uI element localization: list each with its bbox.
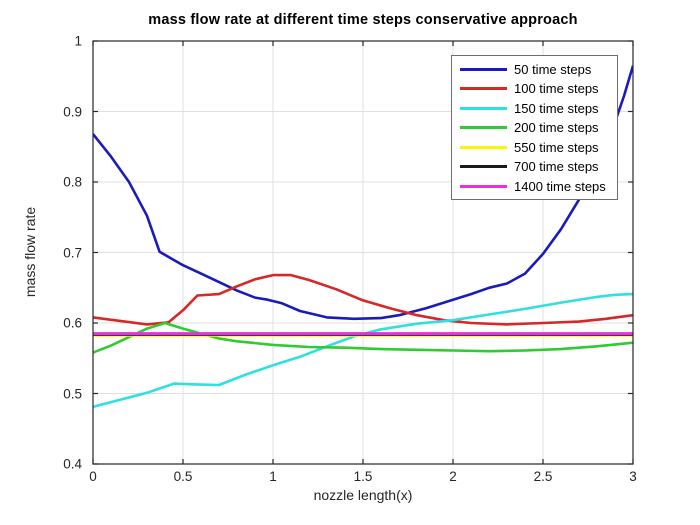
x-tick-label: 0.5 — [173, 469, 193, 484]
legend-label: 200 time steps — [514, 120, 599, 135]
legend-item: 50 time steps — [452, 60, 617, 79]
legend-line-sample — [460, 126, 507, 129]
x-axis-label: nozzle length(x) — [313, 487, 413, 503]
y-tick-label: 0.8 — [63, 174, 82, 190]
legend-line-sample — [460, 106, 507, 110]
y-tick-label: 0.7 — [63, 245, 82, 260]
series-line-100-time-steps — [93, 273, 633, 326]
y-tick-label: 1 — [74, 33, 82, 49]
legend-label: 150 time steps — [514, 100, 599, 116]
legend-item: 100 time steps — [452, 79, 617, 98]
series-line-150-time-steps — [93, 292, 633, 409]
series-line-200-time-steps — [93, 321, 633, 354]
legend: 50 time steps 100 time steps 150 time step… — [451, 55, 618, 200]
x-tick-label: 2.5 — [533, 469, 553, 484]
legend-item: 200 time steps — [452, 118, 617, 137]
x-tick-label: 0 — [89, 469, 97, 484]
legend-line-sample — [460, 67, 507, 71]
legend-item: 550 time steps — [452, 138, 617, 157]
legend-line-sample — [460, 145, 507, 149]
legend-label: 100 time steps — [514, 81, 599, 96]
x-tick-label: 2 — [449, 469, 457, 484]
y-tick-label: 0.5 — [63, 386, 82, 401]
chart-title: mass flow rate at different time steps c… — [148, 12, 578, 28]
series-line-50-time-steps — [93, 65, 633, 321]
legend-item: 1400 time steps — [452, 177, 617, 196]
legend-line-sample — [460, 87, 507, 90]
legend-label: 1400 time steps — [514, 178, 606, 194]
legend-line-sample — [460, 165, 507, 168]
legend-label: 50 time steps — [514, 61, 592, 77]
y-tick-label: 0.6 — [63, 315, 82, 331]
x-tick-label: 1 — [269, 469, 277, 484]
x-tick-label: 3 — [629, 469, 637, 484]
legend-item: 700 time steps — [452, 157, 617, 176]
legend-label: 700 time steps — [514, 159, 599, 174]
x-tick-label: 1.5 — [353, 469, 373, 484]
y-tick-label: 0.4 — [63, 456, 82, 472]
y-tick-label: 0.9 — [63, 104, 82, 119]
legend-item: 150 time steps — [452, 99, 617, 118]
legend-label: 550 time steps — [514, 139, 599, 155]
legend-line-sample — [460, 184, 507, 188]
